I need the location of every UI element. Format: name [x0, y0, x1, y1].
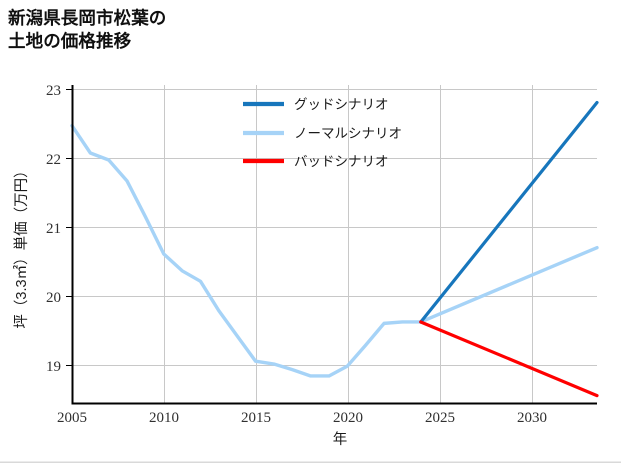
xtick-label-2025: 2025: [425, 410, 455, 426]
y-tick-labels: 23 22 21 20 19: [46, 83, 61, 375]
xtick-label-2005: 2005: [57, 410, 87, 426]
series-good-scenario: [419, 100, 599, 324]
legend-label-normal: ノーマルシナリオ: [294, 126, 402, 141]
line-bad-scenario: [419, 320, 599, 398]
line-good-scenario: [419, 100, 599, 324]
line-normal-scenario: [70, 123, 599, 378]
gridlines: [72, 85, 597, 404]
xtick-label-2010: 2010: [149, 410, 179, 426]
ytick-label-23: 23: [46, 83, 61, 99]
y-axis-title: 坪（3.3㎡）単価（万円）: [13, 163, 30, 328]
chart-legend: グッドシナリオ ノーマルシナリオ バッドシナリオ: [243, 97, 402, 169]
xtick-label-2015: 2015: [241, 410, 271, 426]
legend-label-good: グッドシナリオ: [294, 97, 389, 112]
axes: [66, 85, 597, 405]
x-axis-title: 年: [333, 431, 348, 448]
xtick-label-2020: 2020: [333, 410, 363, 426]
series-normal-scenario: [70, 123, 599, 378]
xtick-label-2030: 2030: [517, 410, 547, 426]
legend-label-bad: バッドシナリオ: [294, 154, 389, 169]
ytick-label-20: 20: [46, 290, 61, 306]
ytick-label-21: 21: [46, 221, 61, 237]
x-tick-labels: 2005 2010 2015 2020 2025 2030: [57, 410, 547, 426]
series-bad-scenario: [419, 320, 599, 398]
ytick-label-19: 19: [46, 359, 61, 375]
chart-title: 新潟県長岡市松葉の 土地の価格推移: [8, 8, 167, 52]
ytick-label-22: 22: [46, 152, 61, 168]
